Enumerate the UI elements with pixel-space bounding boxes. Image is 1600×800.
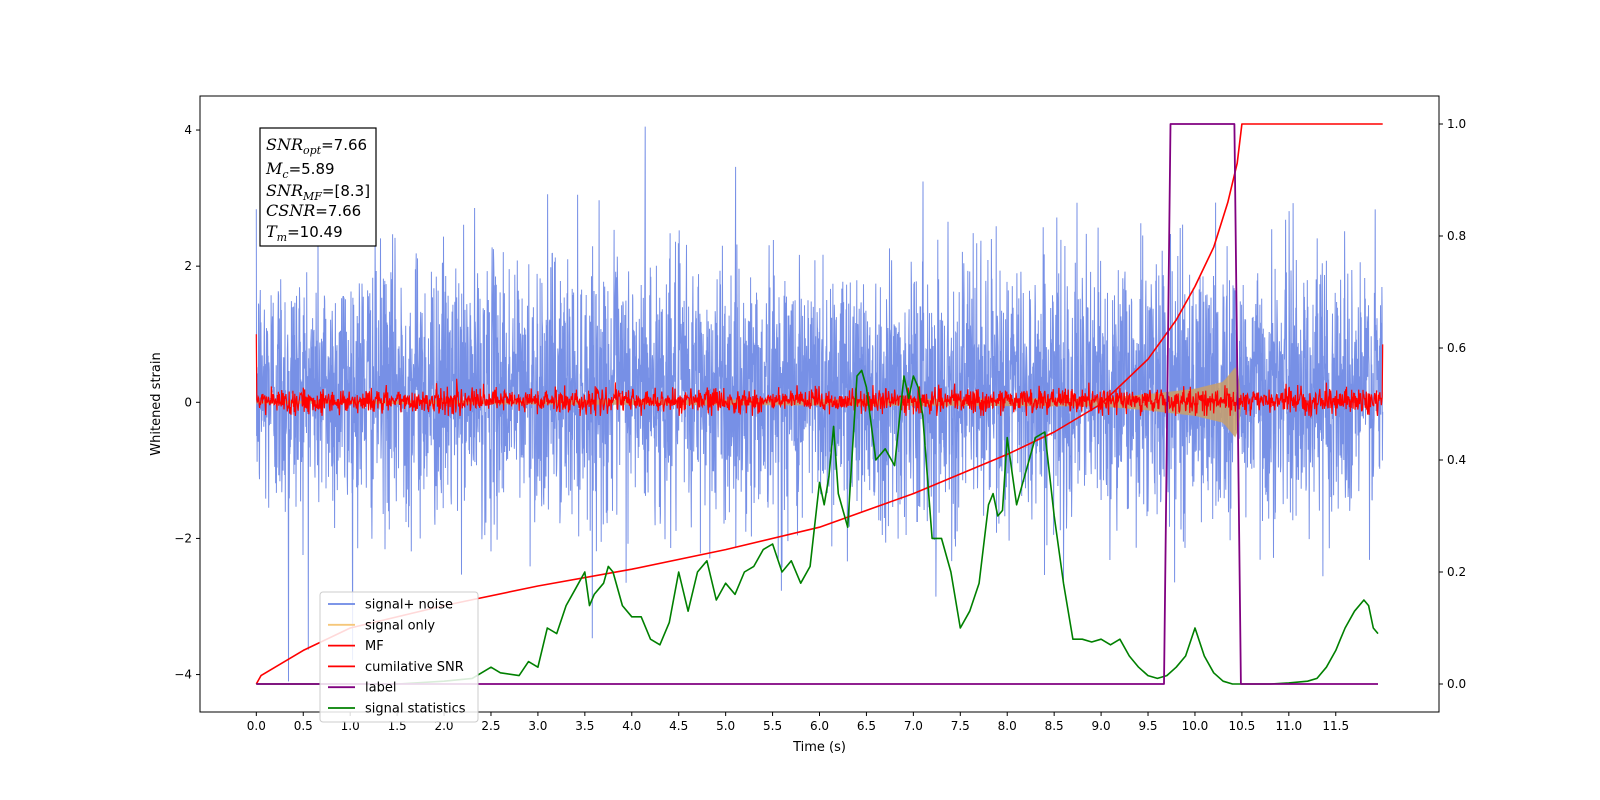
legend-label: signal statistics xyxy=(365,702,466,717)
info-csnr: CSNR=7.66 xyxy=(266,201,361,220)
x-tick-label: 3.5 xyxy=(575,719,594,733)
y-tick-label: −4 xyxy=(174,668,192,682)
info-box: SNRopt=7.66 Mc=5.89 SNRMF=[8.3] CSNR=7.6… xyxy=(259,127,377,247)
info-tm: Tm=10.49 xyxy=(266,222,343,244)
x-tick-label: 9.0 xyxy=(1092,719,1111,733)
y-tick-label: 4 xyxy=(184,123,192,137)
x-tick-label: 2.5 xyxy=(481,719,500,733)
x-tick-label: 10.5 xyxy=(1229,719,1256,733)
info-snr-mf: SNRMF=[8.3] xyxy=(266,181,370,203)
x-tick-label: 3.0 xyxy=(528,719,547,733)
series-mf xyxy=(255,334,1384,419)
x-tick-label: 4.0 xyxy=(622,719,641,733)
x-tick-label: 0.0 xyxy=(247,719,266,733)
x-axis-label: Time (s) xyxy=(792,740,846,755)
legend-label: label xyxy=(365,681,396,696)
x-tick-label: 4.5 xyxy=(669,719,688,733)
y-tick-label: 2 xyxy=(184,259,192,273)
legend-label: MF xyxy=(365,639,384,654)
y2-tick-label: 0.4 xyxy=(1447,453,1466,467)
x-tick-label: 8.5 xyxy=(1045,719,1064,733)
info-snr-opt: SNRopt=7.66 xyxy=(266,135,367,157)
legend-label: signal+ noise xyxy=(365,598,453,613)
x-tick-label: 6.5 xyxy=(857,719,876,733)
y-axis-label: Whitened strain xyxy=(149,352,164,455)
x-tick-label: 11.0 xyxy=(1275,719,1302,733)
y2-tick-label: 0.6 xyxy=(1447,341,1466,355)
legend-label: cumilative SNR xyxy=(365,660,464,675)
x-tick-label: 8.0 xyxy=(998,719,1017,733)
series-signal-statistics xyxy=(256,369,1379,685)
y2-tick-label: 0.8 xyxy=(1447,229,1466,243)
y-tick-label: 0 xyxy=(184,395,192,409)
x-tick-label: 7.0 xyxy=(904,719,923,733)
x-tick-label: 9.5 xyxy=(1138,719,1157,733)
x-tick-label: 5.5 xyxy=(763,719,782,733)
y-tick-label: −2 xyxy=(174,531,192,545)
info-box-frame xyxy=(259,127,377,247)
y2-tick-label: 1.0 xyxy=(1447,117,1466,131)
legend: signal+ noise signal only MF cumilative SNR… xyxy=(319,591,479,723)
x-tick-label: 11.5 xyxy=(1322,719,1349,733)
y-axis-right: 1.0 0.8 0.6 0.4 0.2 0.0 xyxy=(1439,117,1466,691)
legend-frame xyxy=(319,591,479,723)
legend-label: signal only xyxy=(365,618,435,633)
x-tick-label: 6.0 xyxy=(810,719,829,733)
x-tick-label: 10.0 xyxy=(1182,719,1209,733)
x-tick-label: 7.5 xyxy=(951,719,970,733)
info-mc: Mc=5.89 xyxy=(265,159,335,181)
y-axis-left: 4 2 0 −2 −4 xyxy=(174,123,200,682)
series-label xyxy=(256,123,1378,685)
y2-tick-label: 0.2 xyxy=(1447,565,1466,579)
x-tick-label: 5.0 xyxy=(716,719,735,733)
x-tick-label: 0.5 xyxy=(294,719,313,733)
x-axis: 0.0 0.5 1.0 1.5 2.0 2.5 3.0 3.5 4.0 4.5 5.0 5.5 6.0 6… xyxy=(247,712,1349,733)
y2-tick-label: 0.0 xyxy=(1447,677,1466,691)
